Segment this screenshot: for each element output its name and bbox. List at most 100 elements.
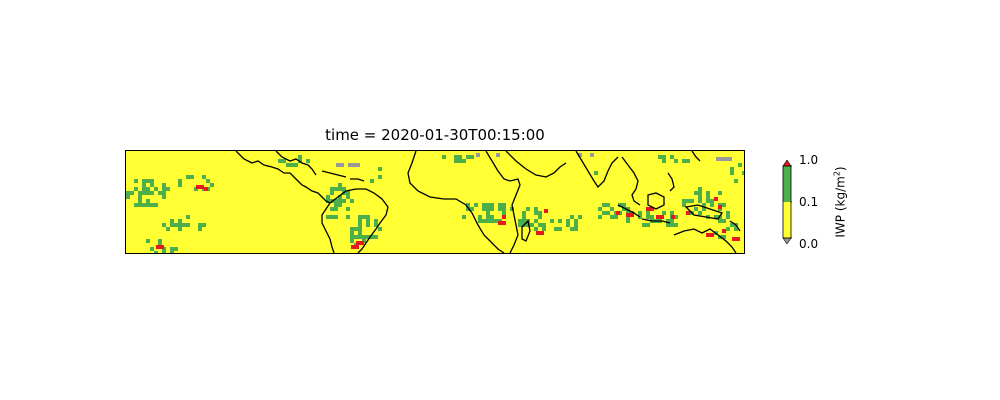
iwp-cell (670, 211, 674, 215)
iwp-cell (526, 223, 530, 227)
iwp-cell (356, 241, 360, 245)
iwp-cell (682, 159, 686, 163)
iwp-cell (494, 219, 498, 223)
iwp-cell (540, 231, 544, 235)
iwp-cell (350, 199, 354, 203)
iwp-cell (490, 207, 494, 211)
iwp-cell (698, 191, 702, 195)
iwp-cell (660, 215, 664, 219)
iwp-cell (358, 219, 362, 223)
iwp-cell (594, 171, 598, 175)
iwp-cell (366, 235, 370, 239)
iwp-cell (730, 167, 734, 171)
iwp-cell (470, 207, 474, 211)
iwp-cell (558, 219, 562, 223)
iwp-cell (534, 219, 538, 223)
iwp-cell (150, 203, 154, 207)
iwp-cell (200, 185, 204, 189)
iwp-cell (146, 203, 150, 207)
iwp-cell (646, 207, 650, 211)
iwp-cell (662, 155, 666, 159)
iwp-cell (542, 223, 546, 227)
iwp-cell (202, 223, 206, 227)
iwp-cell (638, 211, 642, 215)
colorbar-segment-mid (783, 166, 791, 202)
iwp-cell (510, 207, 514, 211)
iwp-cell (574, 219, 578, 223)
iwp-cell (186, 175, 190, 179)
iwp-cell (738, 163, 742, 167)
iwp-cell (650, 215, 654, 219)
ice-water-path-map (126, 151, 744, 253)
iwp-cell (142, 183, 146, 187)
iwp-cell (690, 199, 694, 203)
colorbar-label: IWP (kg/m2) (833, 166, 848, 237)
coastline-philippines (667, 172, 675, 192)
iwp-cell (178, 183, 182, 187)
colorbar-tick-label-low: 0.0 (799, 237, 819, 251)
iwp-cell (626, 219, 630, 223)
iwp-cell (162, 187, 166, 191)
iwp-cell (726, 227, 730, 231)
coastlines (235, 151, 741, 253)
iwp-cell (726, 211, 730, 215)
colorbar-label-prefix: IWP (kg/m (833, 176, 848, 238)
iwp-cell (142, 203, 146, 207)
iwp-cell (355, 245, 359, 249)
iwp-cell (306, 159, 310, 163)
iwp-cell (722, 235, 726, 239)
iwp-cell (686, 211, 690, 215)
iwp-cell (618, 203, 622, 207)
iwp-cell (374, 235, 378, 239)
iwp-cell (466, 203, 470, 207)
iwp-cell (566, 219, 570, 223)
iwp-cell (170, 247, 174, 251)
coastline-arabia (505, 151, 567, 178)
iwp-cell (694, 191, 698, 195)
iwp-cell (476, 153, 480, 157)
iwp-cell (646, 223, 650, 227)
iwp-cell (178, 219, 182, 223)
iwp-cell (722, 203, 726, 207)
iwp-cell (138, 195, 142, 199)
iwp-cell (330, 191, 334, 195)
colorbar-label-suffix: ) (833, 166, 848, 172)
iwp-cell (198, 223, 202, 227)
map-title: time = 2020-01-30T00:15:00 (325, 126, 545, 144)
iwp-cell (466, 207, 470, 211)
iwp-cell (358, 235, 362, 239)
iwp-cell (378, 175, 382, 179)
iwp-cell (178, 223, 182, 227)
iwp-cell (346, 215, 350, 219)
iwp-cell (182, 223, 186, 227)
iwp-cell (170, 219, 174, 223)
iwp-cell (554, 227, 558, 231)
iwp-cell (354, 227, 358, 231)
iwp-cell (478, 215, 482, 219)
iwp-cell (362, 235, 366, 239)
iwp-cell (646, 211, 650, 215)
iwp-cell (204, 187, 208, 191)
iwp-cell (490, 203, 494, 207)
iwp-cell (138, 191, 142, 195)
coastline-java (641, 218, 671, 224)
iwp-cell (518, 223, 522, 227)
iwp-cell (142, 191, 146, 195)
iwp-cell (666, 219, 670, 223)
iwp-cell (286, 163, 290, 167)
iwp-cell (290, 163, 294, 167)
iwp-cell (698, 195, 702, 199)
iwp-cell (466, 155, 470, 159)
iwp-cell (338, 199, 342, 203)
iwp-cell (342, 199, 346, 203)
iwp-cell (442, 155, 446, 159)
iwp-cell (674, 215, 678, 219)
iwp-cell (706, 199, 710, 203)
iwp-cell (374, 223, 378, 227)
iwp-cell (160, 245, 164, 249)
iwp-cell (166, 227, 170, 231)
iwp-cell (606, 203, 610, 207)
iwp-cell (656, 215, 660, 219)
coastline-borneo (647, 192, 665, 210)
iwp-cell (282, 159, 286, 163)
